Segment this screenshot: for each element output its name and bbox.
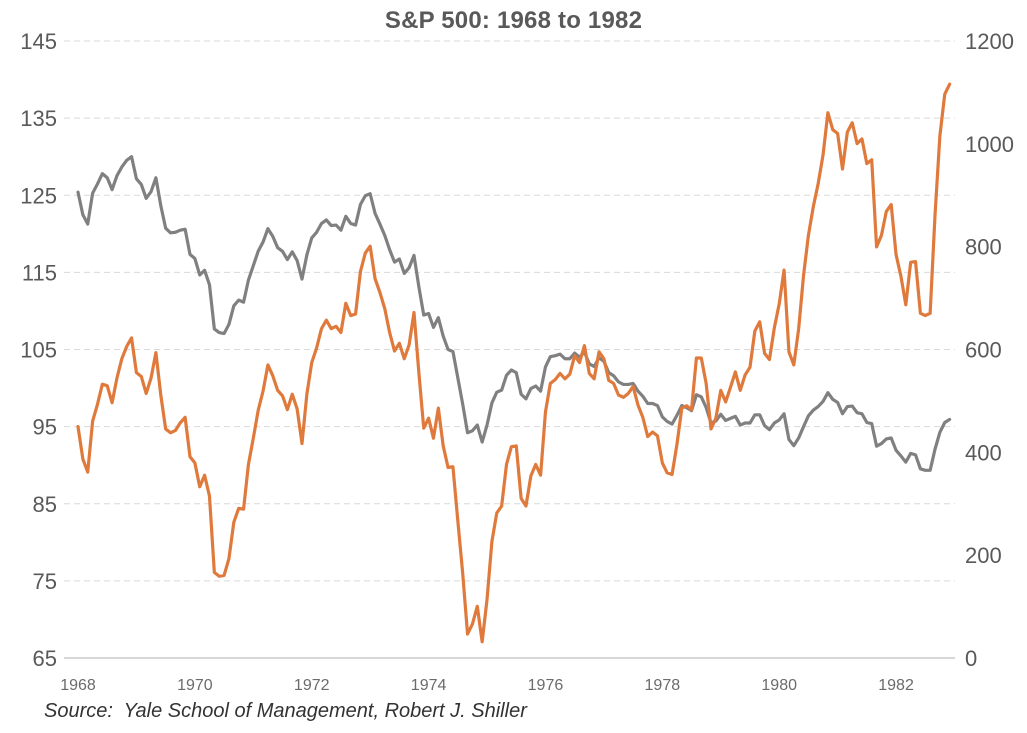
right-axis-tick-label: 800: [965, 235, 1002, 260]
x-axis-tick-label: 1972: [294, 677, 330, 694]
x-axis-tick-label: 1976: [528, 677, 564, 694]
left-axis-tick-label: 115: [22, 260, 57, 285]
x-axis-tick-label: 1978: [645, 677, 681, 694]
left-axis-tick-label: 125: [20, 183, 57, 208]
x-axis-tick-label: 1970: [177, 677, 213, 694]
left-axis-tick-label: 105: [20, 338, 57, 363]
right-axis-tick-label: 600: [965, 338, 1002, 363]
x-axis-tick-label: 1982: [878, 677, 914, 694]
source-note: Source: Yale School of Management, Rober…: [44, 700, 527, 722]
left-axis-tick-label: 65: [33, 646, 57, 671]
right-axis-tick-label: 200: [965, 543, 1002, 568]
right-axis-tick-label: 1200: [965, 29, 1014, 54]
x-axis-tick-label: 1968: [60, 677, 96, 694]
gray-line: [76, 155, 952, 472]
left-axis-tick-label: 135: [20, 106, 57, 131]
x-axis-tick-label: 1980: [761, 677, 797, 694]
left-axis-tick-label: 85: [33, 492, 57, 517]
left-axis-tick-label: 145: [20, 29, 57, 54]
chart-title: S&P 500: 1968 to 1982: [384, 7, 643, 34]
orange-line: [76, 82, 952, 644]
right-axis-tick-label: 1000: [965, 132, 1014, 157]
left-axis-tick-label: 75: [33, 569, 57, 594]
x-axis-tick-label: 1974: [411, 677, 447, 694]
right-axis-tick-label: 400: [965, 440, 1002, 465]
left-axis-tick-label: 95: [33, 415, 57, 440]
right-axis-tick-label: 0: [965, 646, 977, 671]
